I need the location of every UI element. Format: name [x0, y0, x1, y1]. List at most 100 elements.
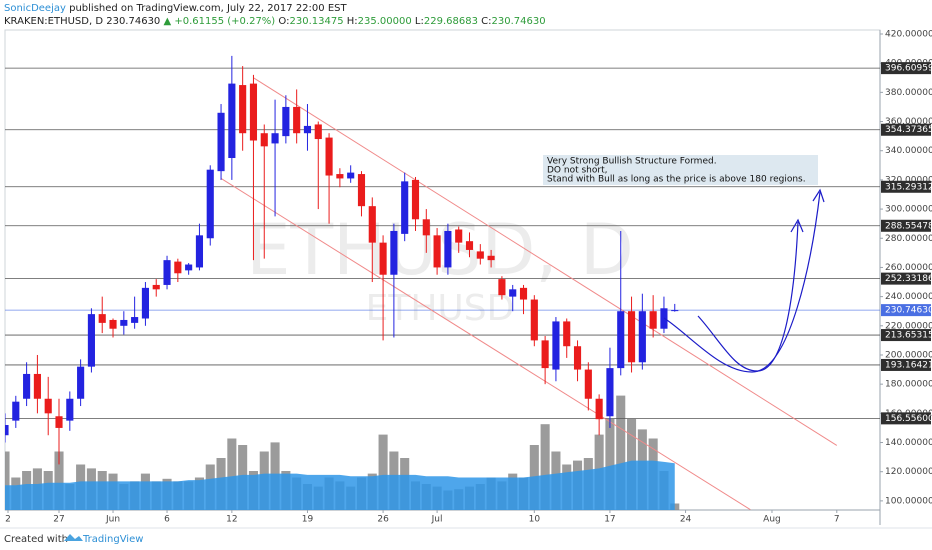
- candle-body: [98, 314, 106, 323]
- candle-body: [519, 287, 528, 300]
- x-tick-label: 2: [5, 515, 11, 525]
- candle-body: [649, 311, 657, 329]
- candle-body: [552, 321, 560, 370]
- watermark-sub: ETHUSD: [366, 288, 515, 329]
- y-tick-label: 380.00000: [885, 88, 932, 98]
- symbol-part: H:: [347, 16, 358, 27]
- symbol-line: KRAKEN:ETHUSD, D 230.74630 ▲ +0.61155 (+…: [4, 16, 546, 27]
- last-price-label: 230.74630: [885, 306, 932, 316]
- symbol-part: C:: [481, 16, 491, 27]
- candle-body: [206, 169, 214, 239]
- annotation-box: [543, 155, 818, 185]
- candle-body: [476, 251, 484, 259]
- candle-body: [55, 416, 63, 428]
- candle-body: [66, 398, 74, 421]
- candle-body: [12, 401, 20, 421]
- x-tick-label: Aug: [763, 515, 781, 525]
- x-tick-label: 10: [529, 515, 541, 525]
- level-label: 252.33186: [885, 274, 932, 284]
- candle-body: [271, 133, 279, 144]
- candle-body: [44, 398, 52, 414]
- candle-body: [401, 181, 409, 234]
- candle-body: [455, 229, 463, 243]
- candle-body: [314, 124, 322, 140]
- plot: [5, 55, 880, 510]
- candle-body: [228, 83, 236, 159]
- y-tick-label: 120.00000: [885, 467, 932, 477]
- candle-body: [422, 219, 430, 236]
- y-tick-label: 240.00000: [885, 292, 932, 302]
- volume-bar: [54, 451, 64, 510]
- trendline: [220, 178, 751, 510]
- candle-body: [23, 373, 31, 399]
- candle-body: [595, 398, 603, 420]
- candle-body: [33, 373, 41, 399]
- candle-body: [185, 264, 193, 271]
- candle-body: [217, 112, 225, 172]
- volume-bar: [540, 424, 550, 510]
- candle-body: [325, 137, 333, 176]
- candle-body: [195, 235, 204, 268]
- y-tick-label: 220.00000: [885, 321, 932, 331]
- candle-body: [411, 179, 420, 220]
- candle-body: [433, 235, 441, 268]
- level-label: 354.37365: [885, 125, 932, 135]
- x-tick-label: 26: [377, 515, 389, 525]
- y-tick-label: 340.00000: [885, 146, 932, 156]
- footer-created: Created with: [4, 534, 68, 545]
- candle-body: [293, 106, 301, 134]
- candle-body: [5, 425, 9, 436]
- candle-body: [174, 261, 182, 274]
- symbol-part: KRAKEN:ETHUSD, D: [4, 16, 106, 27]
- candle-body: [336, 174, 344, 179]
- symbol-part: 229.68683: [424, 16, 481, 27]
- candle-body: [606, 368, 614, 417]
- footer-brand: TradingView: [82, 534, 143, 545]
- annotation-line: DO not short,: [547, 166, 607, 176]
- volume-bar: [378, 434, 388, 510]
- candle-body: [541, 340, 549, 369]
- x-tick-label: 27: [53, 515, 64, 525]
- candle-body: [282, 106, 290, 137]
- candle-body: [509, 289, 517, 297]
- projection-curve: [663, 191, 821, 373]
- x-tick-label: 12: [226, 515, 237, 525]
- candle-body: [368, 206, 376, 243]
- candle-body: [573, 346, 582, 370]
- level-label: 156.55600: [885, 414, 932, 424]
- x-tick-label: 19: [302, 515, 314, 525]
- y-tick-label: 180.00000: [885, 380, 932, 390]
- candle-body: [498, 279, 506, 296]
- candle-body: [109, 319, 117, 329]
- candle-body: [487, 255, 495, 261]
- projection-curve: [697, 221, 799, 372]
- level-label-box: [881, 62, 931, 75]
- candle-body: [357, 174, 366, 207]
- y-tick-label: 140.00000: [885, 438, 932, 448]
- x-tick-label: 24: [680, 515, 692, 525]
- candle-body: [303, 125, 312, 134]
- candle-body: [152, 284, 160, 290]
- published: published on TradingView.com, July 22, 2…: [66, 3, 348, 14]
- y-tick-label: 200.00000: [885, 350, 932, 360]
- y-tick-label: 420.00000: [885, 29, 932, 39]
- symbol-part: 230.74630: [106, 16, 163, 27]
- candle-body: [87, 314, 95, 367]
- candle-body: [163, 260, 171, 285]
- candle-body: [379, 242, 387, 275]
- level-label-box: [881, 180, 931, 193]
- x-tick-label: Jun: [105, 515, 120, 525]
- level-label-box: [881, 123, 931, 136]
- level-label: 213.65315: [885, 331, 932, 341]
- level-label: 193.16421: [885, 360, 932, 370]
- candle-body: [584, 369, 592, 399]
- candle-body: [617, 311, 625, 369]
- axes: 420.00000400.00000380.00000360.00000340.…: [5, 29, 932, 524]
- candle-body: [347, 172, 355, 179]
- candle-body: [249, 83, 258, 141]
- candle-body: [530, 299, 538, 341]
- candle-body: [627, 311, 636, 363]
- level-label-box: [881, 358, 931, 371]
- author: SonicDeejay: [4, 3, 66, 14]
